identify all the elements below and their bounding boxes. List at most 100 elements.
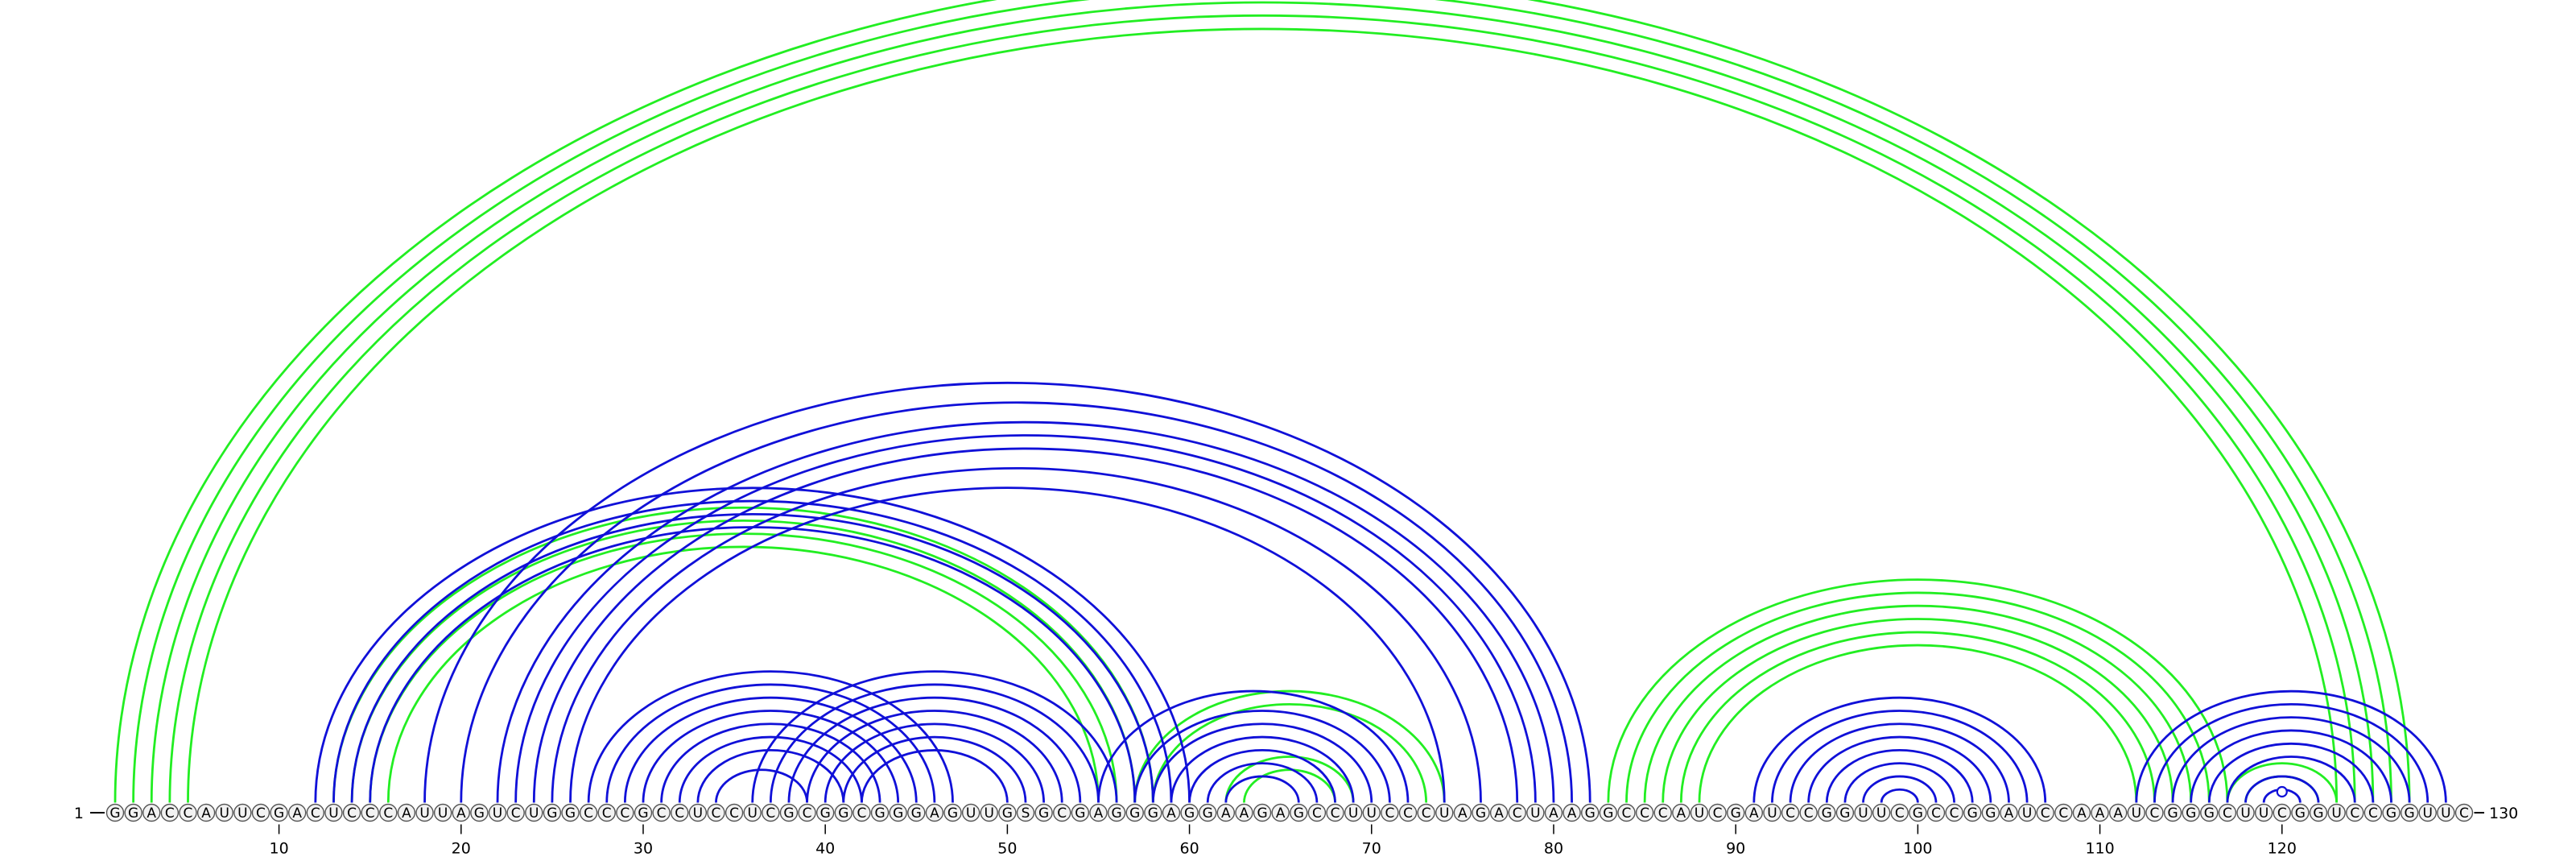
nucleotide: C xyxy=(1053,803,1071,822)
svg-text:G: G xyxy=(1075,805,1085,822)
nucleotide: U xyxy=(2127,803,2146,822)
tick-label: 10 xyxy=(269,840,288,857)
svg-text:U: U xyxy=(237,805,247,822)
svg-text:C: C xyxy=(1622,805,1632,822)
base-pair-arc xyxy=(623,696,918,803)
svg-text:G: G xyxy=(947,805,958,822)
nucleotide: A xyxy=(1235,803,1253,822)
svg-text:C: C xyxy=(1312,805,1322,822)
base-pair-arc xyxy=(1133,689,1446,803)
base-pair-arc xyxy=(1188,748,1336,803)
svg-text:C: C xyxy=(2041,805,2050,822)
base-pair-arc xyxy=(660,722,881,803)
svg-text:G: G xyxy=(1822,805,1832,822)
nucleotide: A xyxy=(2108,803,2128,822)
svg-text:C: C xyxy=(620,805,630,822)
svg-text:C: C xyxy=(1422,805,1431,822)
svg-text:C: C xyxy=(2150,805,2160,822)
nucleotide: C xyxy=(1617,803,1636,822)
svg-text:C: C xyxy=(2223,805,2232,822)
svg-text:A: A xyxy=(402,805,411,822)
base-pair-arc xyxy=(1643,604,2193,803)
base-pair-arc xyxy=(1170,735,1355,803)
nucleotide: A xyxy=(1672,803,1690,822)
nucleotide: C xyxy=(361,803,379,822)
nucleotide: U xyxy=(233,803,252,822)
base-pair-arc xyxy=(1224,775,1300,803)
nucleotide: G xyxy=(779,803,799,822)
nucleotide: C xyxy=(2036,803,2054,822)
base-pair-arc xyxy=(1698,644,2138,803)
base-pair-arc xyxy=(1151,702,1428,803)
nucleotide: C xyxy=(579,803,598,822)
nucleotide: G xyxy=(1472,803,1490,822)
base-pair-arc xyxy=(1662,618,2174,803)
base-pair-arc xyxy=(332,499,1173,803)
svg-text:C: C xyxy=(2277,805,2287,822)
svg-text:U: U xyxy=(493,805,502,822)
nucleotide: C xyxy=(707,803,725,822)
svg-text:G: G xyxy=(2313,805,2323,822)
nucleotide: G xyxy=(634,803,653,822)
nucleotide: A xyxy=(1089,803,1108,822)
position-axis: 10 20 30 40 50 60 70 80 90 100 110 120 xyxy=(269,824,2297,857)
svg-text:U: U xyxy=(1348,805,1358,822)
svg-text:C: C xyxy=(602,805,612,822)
nucleotide: C xyxy=(160,803,180,822)
tick-label: 120 xyxy=(2268,840,2297,857)
nucleotide: C xyxy=(506,803,525,822)
nucleotide: A xyxy=(1162,803,1181,822)
svg-text:G: G xyxy=(1002,805,1013,822)
nucleotide: G xyxy=(1981,803,2000,822)
nucleotide: G xyxy=(2309,803,2328,822)
base-pair-arc xyxy=(642,710,900,803)
svg-text:G: G xyxy=(1839,805,1850,822)
svg-text:C: C xyxy=(803,805,812,822)
svg-text:U: U xyxy=(747,805,757,822)
nucleotide: U xyxy=(215,803,233,822)
base-pair-arc xyxy=(314,486,1191,803)
svg-text:C: C xyxy=(2459,805,2469,822)
base-pair-arc xyxy=(386,545,1100,803)
nucleotide: C xyxy=(1926,803,1946,822)
nucleotide: G xyxy=(1034,803,1053,822)
nucleotide: C xyxy=(2346,803,2364,822)
svg-text:C: C xyxy=(1513,805,1522,822)
nucleotide: G xyxy=(1818,803,1836,822)
svg-text:G: G xyxy=(1257,805,1267,822)
nucleotide: A xyxy=(1563,803,1581,822)
nucleotide: C xyxy=(652,803,671,822)
end-position-label: 130 xyxy=(2489,805,2518,822)
base-pair-arc xyxy=(150,1,2375,803)
base-pair-arc xyxy=(132,0,2392,803)
nucleotide: U xyxy=(415,803,434,822)
nucleotide: U xyxy=(1526,803,1545,822)
svg-text:A: A xyxy=(201,805,211,822)
svg-text:G: G xyxy=(474,805,485,822)
svg-text:C: C xyxy=(165,805,175,822)
svg-text:A: A xyxy=(2113,805,2123,822)
svg-text:C: C xyxy=(511,805,521,822)
svg-text:U: U xyxy=(985,805,994,822)
nucleotide: G xyxy=(124,803,142,822)
nucleotide: G xyxy=(1599,803,1618,822)
svg-text:U: U xyxy=(693,805,703,822)
svg-text:G: G xyxy=(1731,805,1741,822)
nucleotide: A xyxy=(1216,803,1236,822)
svg-text:U: U xyxy=(1530,805,1540,822)
svg-text:U: U xyxy=(2240,805,2250,822)
base-pair-arc xyxy=(1789,722,2010,803)
base-pair-arc xyxy=(1807,735,1992,803)
svg-text:U: U xyxy=(1367,805,1377,822)
nucleotide: A xyxy=(925,803,944,822)
base-pair-arc xyxy=(1862,775,1938,803)
svg-text:C: C xyxy=(766,805,775,822)
svg-text:C: C xyxy=(347,805,357,822)
nucleotide: C xyxy=(1398,803,1418,822)
svg-text:G: G xyxy=(1184,805,1195,822)
base-pair-arc xyxy=(532,447,1519,803)
svg-text:G: G xyxy=(911,805,922,822)
svg-text:G: G xyxy=(783,805,794,822)
svg-text:A: A xyxy=(2095,805,2105,822)
nucleotide: C xyxy=(2054,803,2073,822)
